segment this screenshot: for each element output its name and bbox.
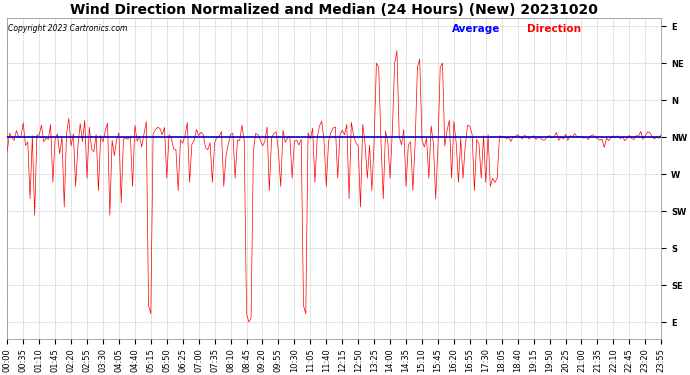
Text: Direction: Direction	[527, 24, 581, 34]
Text: Copyright 2023 Cartronics.com: Copyright 2023 Cartronics.com	[8, 24, 128, 33]
Title: Wind Direction Normalized and Median (24 Hours) (New) 20231020: Wind Direction Normalized and Median (24…	[70, 3, 598, 17]
Text: Average: Average	[452, 24, 500, 34]
